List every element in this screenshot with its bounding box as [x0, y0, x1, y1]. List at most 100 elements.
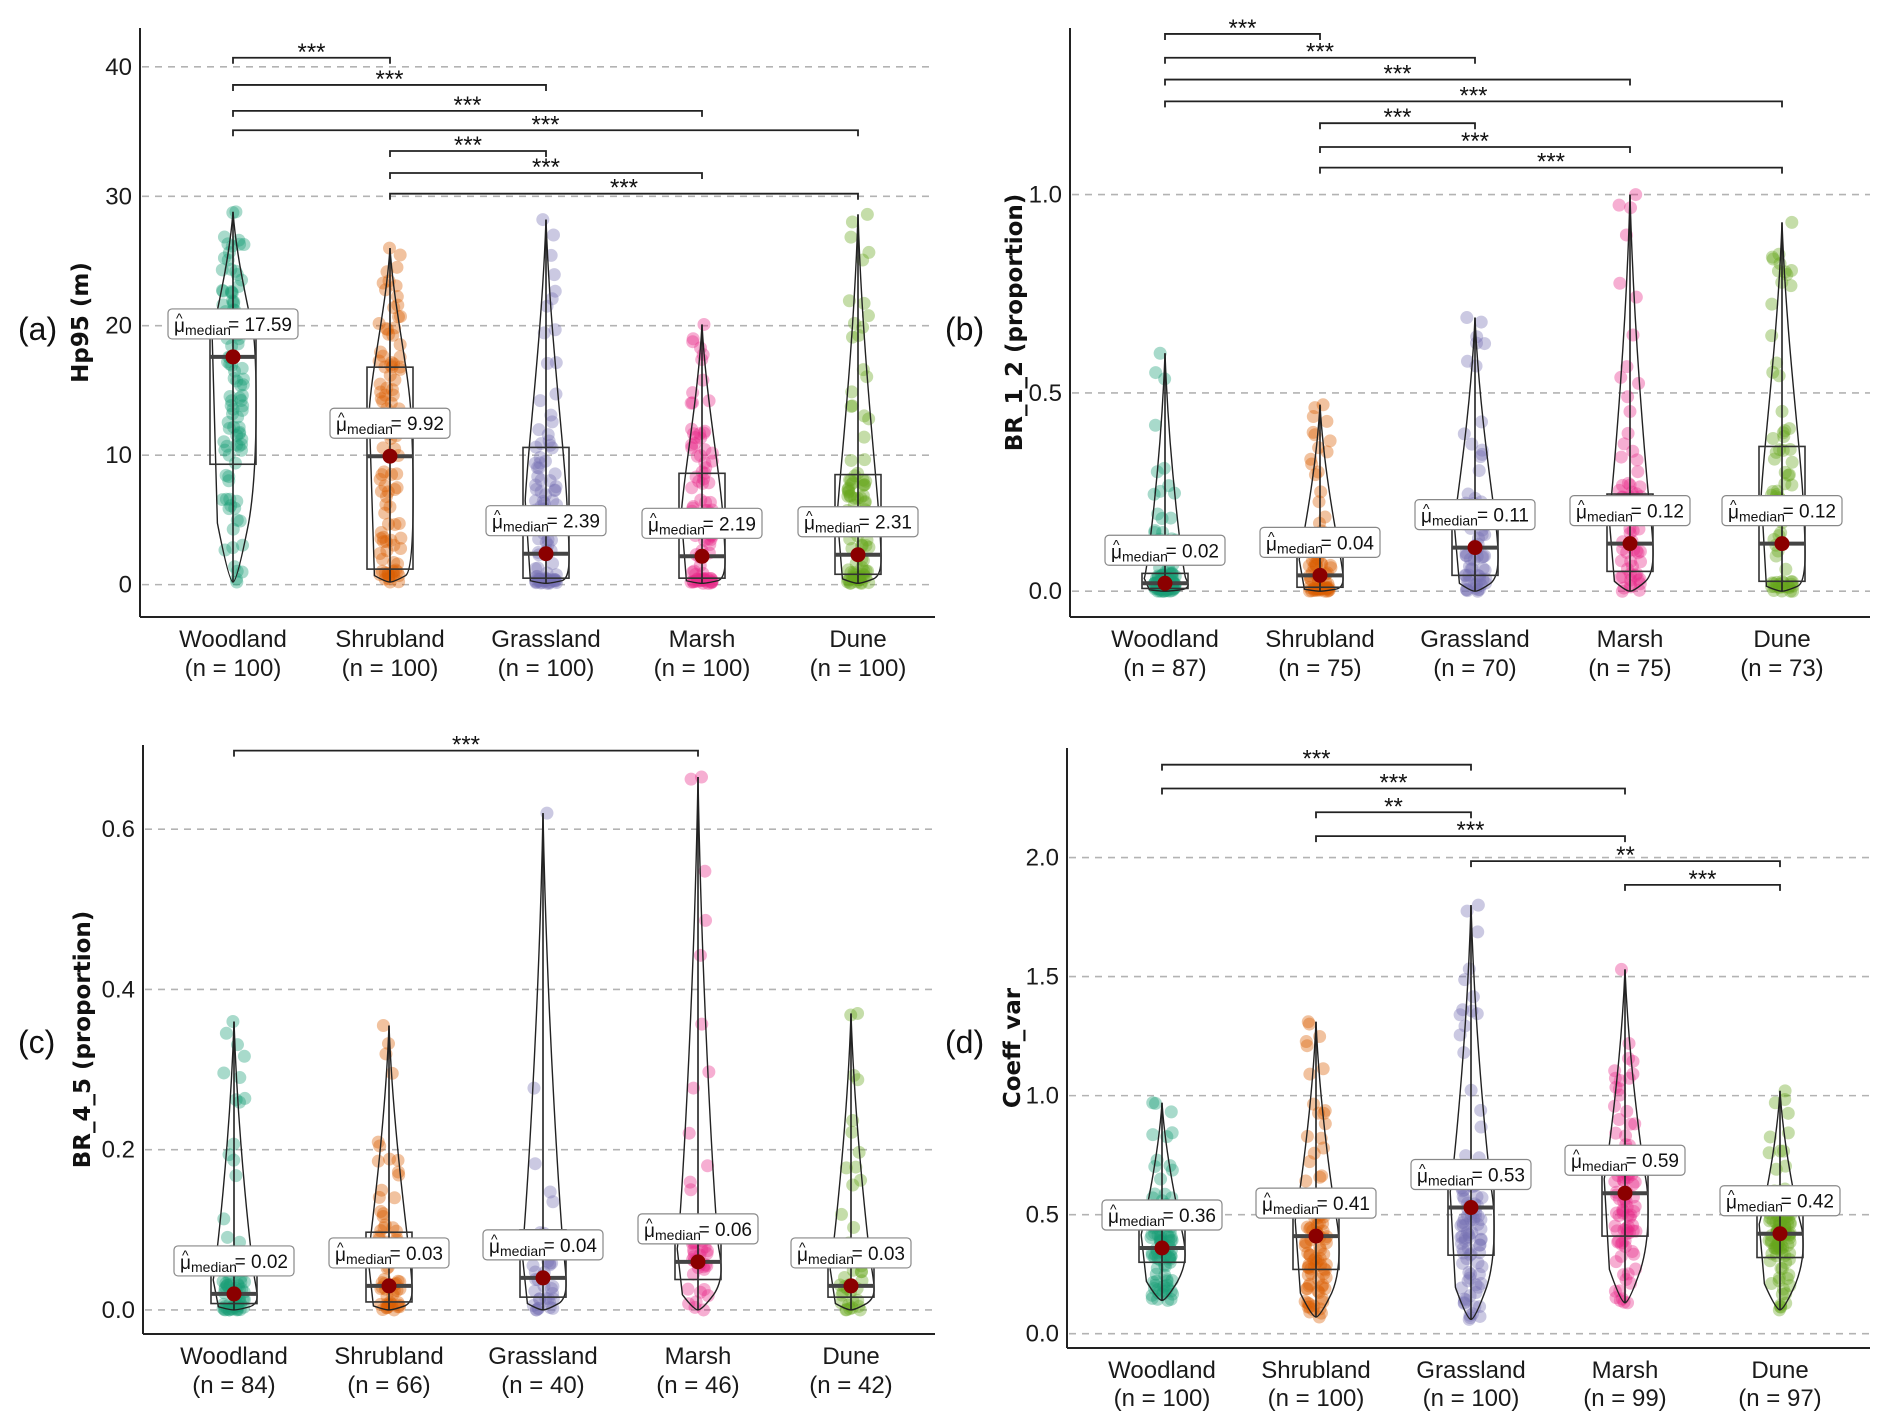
data-point — [1632, 583, 1646, 597]
data-point — [1300, 1282, 1314, 1296]
y-tick-label: 1.0 — [1029, 182, 1062, 209]
data-point — [217, 1303, 231, 1317]
violin — [676, 777, 722, 1311]
data-point — [374, 385, 388, 399]
data-point — [1459, 1149, 1473, 1163]
data-point — [1628, 1175, 1642, 1189]
panel-b: 0.00.51.0(b) BR_1_2 (proportion)^μ median=… — [945, 15, 1870, 682]
data-point — [1310, 1218, 1324, 1232]
data-point — [1764, 1277, 1778, 1291]
x-category-label: Dune — [822, 1343, 879, 1370]
median-subscript: median — [1587, 509, 1633, 525]
mu-symbol: μ — [797, 1245, 808, 1266]
significance-stars: *** — [1302, 746, 1330, 773]
x-category-label: Shrubland — [1265, 626, 1374, 653]
data-point — [233, 237, 247, 251]
data-point — [705, 573, 719, 587]
data-point — [1612, 1234, 1626, 1248]
significance-stars: *** — [1537, 149, 1565, 176]
significance-bracket: *** — [1624, 866, 1781, 893]
data-point — [549, 387, 563, 401]
y-tick-label: 2.0 — [1026, 845, 1059, 872]
data-point — [381, 485, 395, 499]
data-point — [380, 1297, 394, 1311]
y-axis-title: BR_4_5 (proportion) — [70, 911, 96, 1169]
data-point — [548, 484, 562, 498]
mu-symbol: μ — [1417, 1167, 1428, 1188]
significance-stars: *** — [531, 111, 559, 138]
data-point — [388, 1191, 402, 1205]
data-point — [382, 327, 396, 341]
data-point — [1302, 1258, 1316, 1272]
data-point — [1766, 484, 1780, 498]
data-point — [217, 1212, 231, 1226]
hat-symbol: ^ — [1578, 497, 1585, 513]
data-point — [1311, 1284, 1325, 1298]
median-dot — [538, 546, 554, 562]
median-value: = 2.31 — [859, 513, 912, 534]
x-category-n-label: (n = 75) — [1588, 655, 1671, 682]
data-point — [375, 468, 389, 482]
data-point — [1301, 1260, 1315, 1274]
data-point — [1475, 443, 1489, 457]
data-point — [547, 268, 561, 282]
data-point — [380, 1290, 394, 1304]
data-point — [548, 284, 562, 298]
data-point — [549, 356, 563, 370]
hat-symbol: ^ — [1573, 1146, 1580, 1162]
data-point — [1157, 1279, 1171, 1293]
data-point — [1769, 1249, 1783, 1263]
data-point — [1474, 1232, 1488, 1246]
data-point — [1612, 1209, 1626, 1223]
data-point — [224, 262, 238, 276]
data-point — [701, 1289, 715, 1303]
data-point — [392, 1168, 406, 1182]
data-point — [1626, 1224, 1640, 1238]
data-point — [697, 472, 711, 486]
data-point — [1316, 1292, 1330, 1306]
data-point — [1471, 925, 1485, 939]
bracket-line — [1164, 100, 1783, 108]
bracket-line — [232, 109, 703, 117]
data-point — [1474, 1222, 1488, 1236]
violin — [1608, 194, 1654, 592]
data-point — [842, 485, 856, 499]
data-point — [1780, 268, 1794, 282]
data-point — [839, 1161, 853, 1175]
data-point — [1160, 1274, 1174, 1288]
data-point — [1617, 437, 1631, 451]
median-label: ^μ median= 0.36 — [1101, 1199, 1223, 1231]
data-point — [1475, 1191, 1489, 1205]
data-point — [1609, 1206, 1623, 1220]
data-point — [1460, 311, 1474, 325]
data-point — [1776, 426, 1790, 440]
data-point — [1766, 365, 1780, 379]
median-value: = 0.12 — [1631, 502, 1684, 523]
data-point — [1456, 1256, 1470, 1270]
data-point — [843, 1302, 857, 1316]
data-point — [1313, 1243, 1327, 1257]
data-point — [1472, 1267, 1486, 1281]
data-point — [1315, 1280, 1329, 1294]
data-point — [1462, 962, 1476, 976]
median-subscript: median — [185, 322, 231, 338]
x-category-n-label: (n = 84) — [192, 1372, 275, 1399]
y-tick-label: 1.5 — [1026, 964, 1059, 991]
data-point — [1462, 575, 1476, 589]
data-point — [1470, 1007, 1484, 1021]
data-point — [222, 474, 236, 488]
median-subscript: median — [500, 1243, 546, 1259]
data-point — [686, 396, 700, 410]
mu-symbol: μ — [1266, 534, 1277, 555]
data-point — [1473, 1309, 1487, 1323]
hat-symbol: ^ — [182, 1247, 189, 1263]
data-point — [1474, 578, 1488, 592]
data-point — [1775, 1287, 1789, 1301]
significance-stars: *** — [452, 732, 480, 759]
data-point — [392, 516, 406, 530]
x-category-label: Dune — [1753, 626, 1810, 653]
data-point — [1778, 1249, 1792, 1263]
data-point — [1631, 465, 1645, 479]
median-dot — [382, 448, 398, 464]
